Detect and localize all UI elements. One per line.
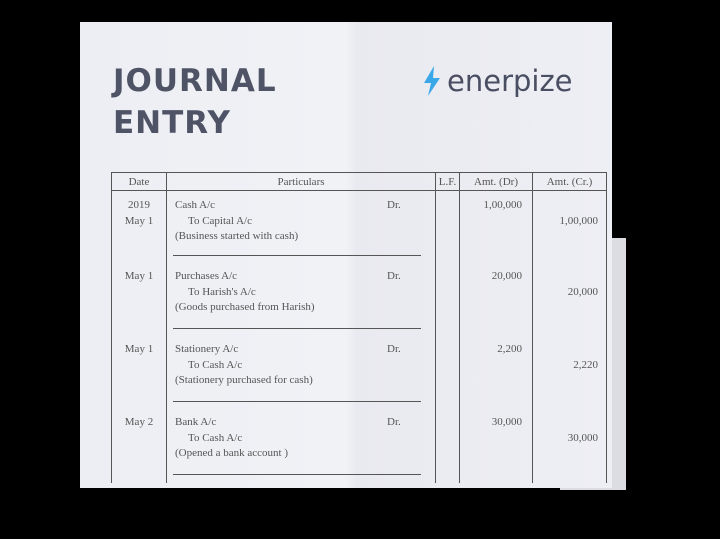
entry-lf <box>435 190 460 264</box>
debit-account: Bank A/c <box>175 416 217 428</box>
page-title: JOURNAL ENTRY <box>113 60 277 144</box>
narration: (Business started with cash) <box>175 230 299 242</box>
amount-debit: 30,000 <box>459 410 533 483</box>
entry-particulars: Purchases A/c Dr. To Harish's A/c (Goods pu… <box>166 264 436 337</box>
amount-credit: 20,000 <box>532 264 607 337</box>
amount-credit: 30,000 <box>532 410 607 483</box>
entry-lf <box>435 337 460 410</box>
col-amt-cr: Amt. (Cr.) <box>532 172 607 191</box>
entry-particulars: Stationery A/c Dr. To Cash A/c (Stationery … <box>166 337 436 410</box>
entry-date: May 1 <box>111 264 167 337</box>
table-row: 2019 May 1 Cash A/c Dr. To Capital A/c (Busi… <box>111 190 607 264</box>
amount-debit: 1,00,000 <box>459 190 533 264</box>
lightning-icon <box>424 66 440 96</box>
entry-particulars: Cash A/c Dr. To Capital A/c (Business start… <box>166 190 436 264</box>
journal-sheet: JOURNAL ENTRY enerpize Date Particulars … <box>80 22 612 488</box>
table-header: Date Particulars L.F. Amt. (Dr) Amt. (Cr… <box>111 172 607 191</box>
amount-credit: 1,00,000 <box>532 190 607 264</box>
entry-separator <box>173 401 421 402</box>
brand-logo: enerpize <box>423 64 573 98</box>
amount-debit: 20,000 <box>459 264 533 337</box>
debit-account: Cash A/c <box>175 199 216 211</box>
table-row: May 2 Bank A/c Dr. To Cash A/c (Opened a ba… <box>111 410 607 483</box>
entry-particulars: Bank A/c Dr. To Cash A/c (Opened a bank acc… <box>166 410 436 483</box>
amount-debit: 2,200 <box>459 337 533 410</box>
journal-table: Date Particulars L.F. Amt. (Dr) Amt. (Cr… <box>111 172 607 483</box>
title-line-2: ENTRY <box>113 105 231 141</box>
entry-lf <box>435 410 460 483</box>
narration: (Opened a bank account ) <box>175 447 289 459</box>
credit-account: To Cash A/c <box>188 431 243 444</box>
table-row: May 1 Purchases A/c Dr. To Harish's A/c (Go… <box>111 264 607 337</box>
debit-account: Purchases A/c <box>175 270 238 282</box>
dr-label: Dr. <box>387 199 401 211</box>
credit-account: To Harish's A/c <box>188 285 256 298</box>
debit-account: Stationery A/c <box>175 343 239 355</box>
credit-account: To Capital A/c <box>188 214 252 227</box>
col-particulars: Particulars <box>166 172 436 191</box>
dr-label: Dr. <box>387 270 401 282</box>
entry-day: May 1 <box>124 270 154 282</box>
entry-separator <box>173 255 421 256</box>
entry-separator <box>173 474 421 475</box>
col-lf: L.F. <box>435 172 460 191</box>
dr-label: Dr. <box>387 416 401 428</box>
entry-day: May 1 <box>124 214 154 227</box>
title-line-1: JOURNAL <box>113 63 277 99</box>
amount-credit: 2,220 <box>532 337 607 410</box>
entry-year: 2019 <box>128 199 150 211</box>
entry-day: May 2 <box>124 416 154 428</box>
entry-date: May 1 <box>111 337 167 410</box>
narration: (Stationery purchased for cash) <box>175 374 313 386</box>
credit-account: To Cash A/c <box>188 358 243 371</box>
col-date: Date <box>111 172 167 191</box>
brand-name: enerpize <box>447 64 573 98</box>
dr-label: Dr. <box>387 343 401 355</box>
entry-lf <box>435 264 460 337</box>
entry-date: 2019 May 1 <box>111 190 167 264</box>
col-amt-dr: Amt. (Dr) <box>459 172 533 191</box>
entry-separator <box>173 328 421 329</box>
entry-day: May 1 <box>124 343 154 355</box>
table-row: May 1 Stationery A/c Dr. To Cash A/c (Stati… <box>111 337 607 410</box>
entry-date: May 2 <box>111 410 167 483</box>
narration: (Goods purchased from Harish) <box>175 301 315 313</box>
